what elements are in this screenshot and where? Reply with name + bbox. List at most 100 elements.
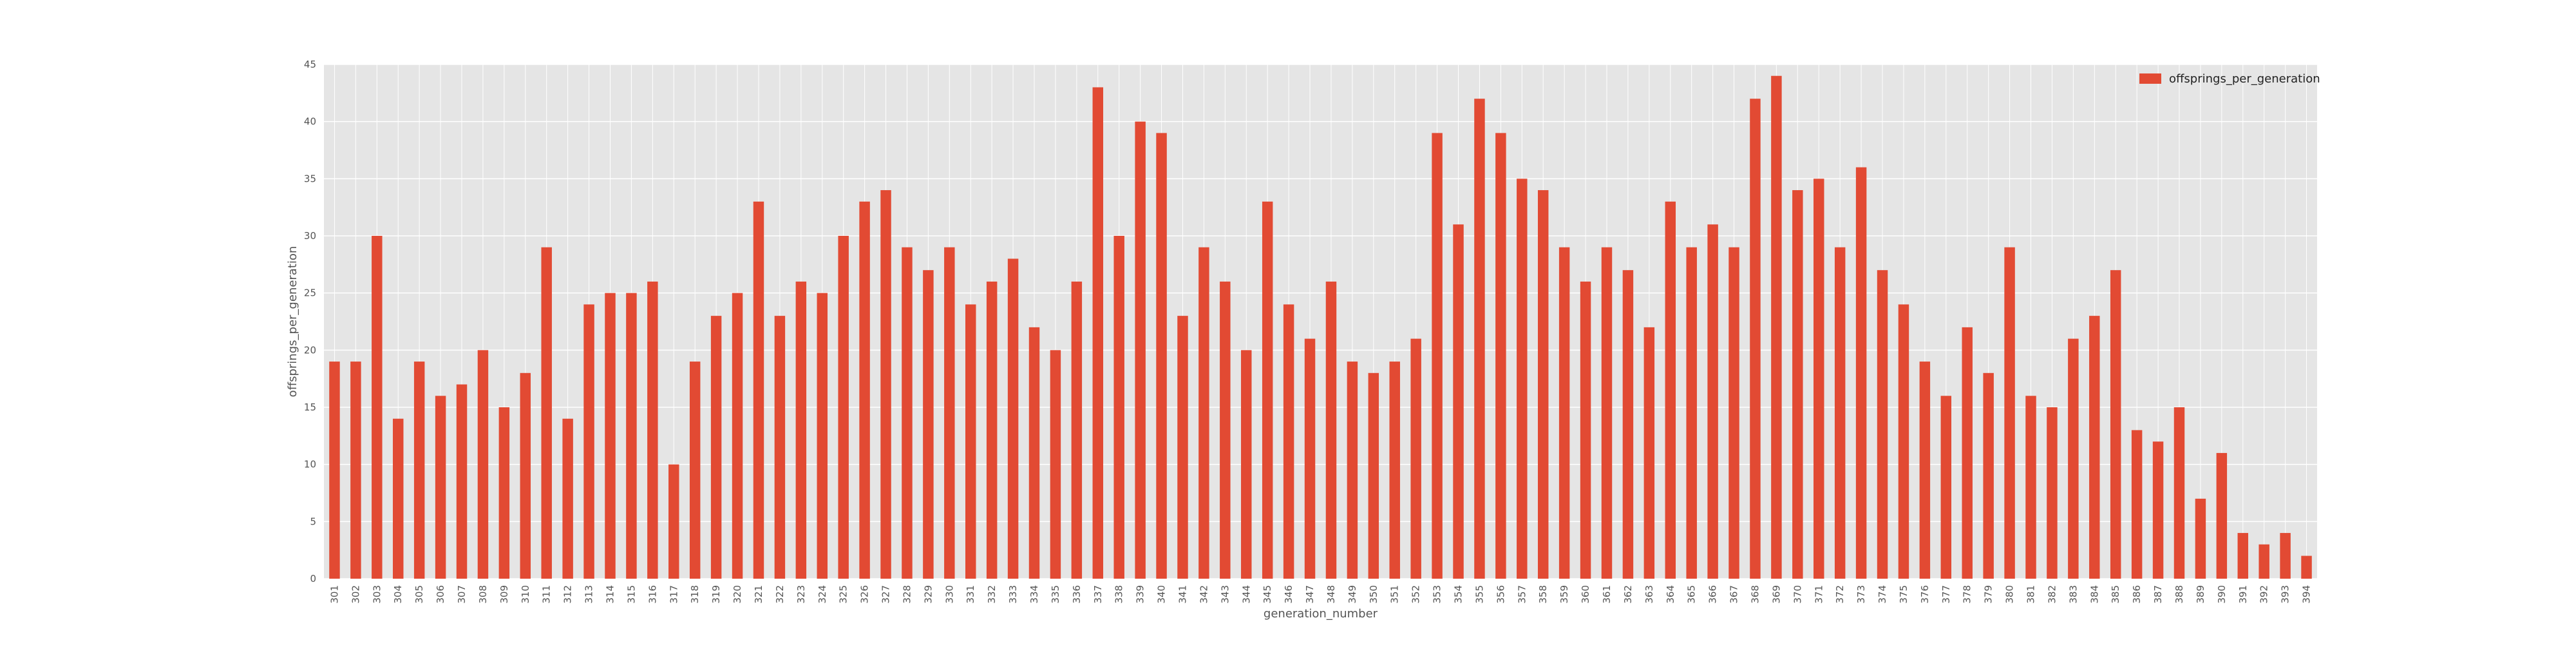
x-tick-label: 351 (1389, 585, 1401, 604)
bar-356 (1495, 133, 1506, 579)
x-tick-label: 354 (1453, 585, 1464, 604)
bar-391 (2237, 533, 2248, 579)
x-tick-label: 392 (2259, 585, 2270, 604)
bar-387 (2152, 441, 2164, 579)
x-tick-label: 355 (1473, 585, 1485, 604)
x-tick-label: 391 (2237, 585, 2249, 604)
x-tick-label: 303 (371, 585, 383, 604)
x-tick-label: 330 (943, 585, 955, 604)
bar-352 (1410, 338, 1421, 579)
x-tick-label: 327 (880, 585, 892, 604)
x-tick-label: 373 (1855, 585, 1867, 604)
x-tick-label: 342 (1198, 585, 1209, 604)
x-tick-label: 339 (1135, 585, 1146, 604)
bar-304 (393, 418, 404, 579)
bar-369 (1771, 75, 1782, 579)
x-tick-label: 375 (1898, 585, 1909, 604)
bar-313 (583, 304, 594, 579)
x-tick-label: 379 (1983, 585, 1994, 604)
bar-337 (1092, 87, 1104, 579)
y-tick-label: 5 (310, 516, 316, 527)
x-tick-label: 370 (1792, 585, 1803, 604)
x-tick-label: 314 (604, 585, 616, 604)
bar-309 (498, 407, 510, 579)
bar-367 (1728, 247, 1739, 579)
x-tick-label: 377 (1940, 585, 1952, 604)
bar-306 (435, 396, 446, 579)
x-tick-label: 390 (2216, 585, 2228, 604)
bar-330 (944, 247, 955, 579)
x-tick-label: 334 (1028, 585, 1040, 604)
x-tick-label: 388 (2174, 585, 2185, 604)
bar-385 (2110, 270, 2121, 579)
bar-318 (689, 362, 701, 579)
x-tick-label: 329 (922, 585, 934, 604)
bar-363 (1643, 327, 1655, 579)
x-tick-label: 380 (2004, 585, 2016, 604)
bar-344 (1241, 350, 1252, 579)
bar-386 (2131, 430, 2143, 579)
bar-341 (1177, 316, 1188, 579)
bar-310 (520, 372, 531, 579)
x-tick-label: 371 (1813, 585, 1824, 604)
bar-365 (1686, 247, 1697, 579)
bar-317 (668, 464, 679, 579)
bar-374 (1877, 270, 1888, 579)
x-tick-label: 341 (1177, 585, 1188, 604)
y-tick-label: 25 (304, 287, 316, 299)
bar-357 (1517, 179, 1528, 579)
x-tick-label: 310 (520, 585, 531, 604)
bar-348 (1325, 281, 1337, 579)
bar-364 (1665, 201, 1676, 579)
bar-351 (1389, 362, 1400, 579)
x-tick-label: 302 (350, 585, 361, 604)
bar-381 (2025, 396, 2036, 579)
x-tick-label: 345 (1262, 585, 1273, 604)
bar-353 (1432, 133, 1443, 579)
x-tick-label: 321 (753, 585, 764, 604)
x-tick-label: 318 (689, 585, 701, 604)
bar-377 (1940, 396, 1952, 579)
bar-378 (1962, 327, 1973, 579)
bar-301 (329, 362, 340, 579)
legend-label: offsprings_per_generation (2169, 72, 2320, 86)
x-tick-label: 376 (1919, 585, 1931, 604)
x-tick-label: 304 (392, 585, 404, 604)
bar-308 (477, 350, 489, 579)
bar-384 (2089, 316, 2100, 579)
x-tick-label: 326 (859, 585, 871, 604)
x-tick-label: 307 (456, 585, 468, 604)
x-tick-label: 305 (413, 585, 425, 604)
x-tick-label: 378 (1962, 585, 1973, 604)
x-tick-label: 301 (328, 585, 340, 604)
bar-349 (1347, 362, 1358, 579)
y-tick-label: 45 (304, 59, 316, 70)
x-tick-label: 311 (541, 585, 553, 604)
x-tick-label: 338 (1113, 585, 1125, 604)
bar-359 (1558, 247, 1570, 579)
bar-393 (2280, 533, 2291, 579)
x-tick-label: 312 (562, 585, 574, 604)
x-tick-label: 367 (1728, 585, 1740, 604)
legend: offsprings_per_generation (2139, 72, 2320, 86)
x-tick-label: 382 (2046, 585, 2058, 604)
x-tick-label: 349 (1347, 585, 1358, 604)
x-tick-label: 366 (1707, 585, 1719, 604)
x-tick-label: 320 (732, 585, 743, 604)
x-tick-label: 364 (1665, 585, 1676, 604)
x-axis-ticks: 301 302 303 304 305 306 307 308 309 310 311 312 313 3… (328, 585, 2312, 604)
y-tick-label: 30 (304, 230, 316, 242)
x-tick-label: 325 (838, 585, 849, 604)
x-tick-label: 347 (1304, 585, 1316, 604)
bar-331 (965, 304, 976, 579)
x-tick-label: 323 (795, 585, 807, 604)
bar-360 (1580, 281, 1591, 579)
x-tick-label: 335 (1050, 585, 1061, 604)
bar-358 (1537, 190, 1549, 579)
bar-355 (1474, 99, 1485, 579)
x-tick-label: 383 (2067, 585, 2079, 604)
y-axis-label: offsprings_per_generation (286, 246, 299, 398)
x-tick-label: 385 (2110, 585, 2121, 604)
bar-373 (1855, 167, 1867, 579)
